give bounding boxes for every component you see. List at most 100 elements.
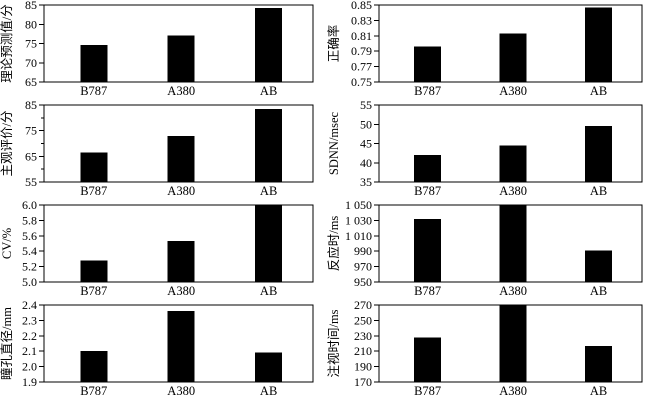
x-category-label: AB	[260, 184, 277, 198]
x-category-label: AB	[590, 284, 607, 298]
x-category-label: AB	[260, 284, 277, 298]
y-tick-label: 2.2	[22, 329, 37, 343]
x-category-label: B787	[80, 184, 107, 198]
bar-A380	[499, 33, 527, 82]
x-category-label: A380	[499, 384, 527, 398]
plot-frame	[378, 104, 643, 183]
y-tick-label: 5.8	[22, 213, 37, 227]
y-tick-label: 85	[25, 0, 37, 12]
y-axis-label: 反应时/ms	[327, 216, 341, 272]
bar-AB	[255, 352, 283, 382]
bar-AB	[255, 108, 283, 182]
cv-percent-chart: CV/% 5.0 5.2 5.4 5.6 5.8 6.0 B787 A380 AB	[0, 198, 327, 300]
accuracy-rate-chart: 正确率 0.75 0.77 0.79 0.81 0.83 0.85 B787 A380 AB	[326, 0, 654, 100]
plot-frame	[43, 104, 314, 183]
fixation-time-chart: 注视时间/ms 170 190 210 230 250 270 B787 A380 AB	[326, 298, 654, 400]
bar-A380	[167, 311, 195, 382]
y-tick-label: 45	[360, 137, 372, 151]
bar-A380	[499, 305, 527, 382]
sdnn-chart: SDNN/msec 35 40 45 50 55 B787 A380 AB	[327, 98, 654, 200]
plot-frame	[43, 4, 314, 83]
y-tick-label: 970	[354, 260, 372, 274]
bar-AB	[585, 250, 613, 282]
y-tick-label: 990	[354, 244, 372, 258]
y-tick-label: 0.81	[351, 29, 372, 43]
plot-frame	[43, 304, 314, 383]
y-tick-label: 80	[25, 17, 37, 31]
y-tick-label: 210	[354, 344, 372, 358]
y-tick-label: 6.0	[22, 200, 37, 212]
bar-B787	[80, 260, 108, 282]
y-axis-label: 正确率	[327, 25, 341, 63]
bar-AB	[585, 126, 613, 182]
x-category-label: B787	[414, 384, 441, 398]
y-tick-label: 0.83	[351, 13, 372, 27]
bar-B787	[80, 351, 108, 382]
bar-A380	[499, 145, 527, 182]
plot-frame	[378, 4, 643, 83]
y-axis-label: 瞳孔直径/mm	[0, 307, 14, 380]
y-axis-label: 注视时间/ms	[327, 309, 341, 377]
y-tick-label: 1.9	[22, 375, 37, 389]
y-tick-label: 2.3	[22, 313, 37, 327]
x-category-label: AB	[590, 84, 607, 98]
y-tick-label: 35	[360, 175, 372, 189]
y-axis-label: 理论预测值/分	[0, 4, 14, 82]
y-tick-label: 55	[25, 175, 37, 189]
bar-B787	[80, 45, 108, 82]
x-category-label: A380	[499, 84, 527, 98]
pupil-diameter-chart: 瞳孔直径/mm 1.9 2.0 2.1 2.2 2.3 2.4 B787 A380 AB	[0, 298, 327, 400]
y-tick-label: 2.1	[22, 344, 37, 358]
y-tick-label: 55	[360, 100, 372, 112]
y-tick-label: 0.85	[351, 0, 372, 12]
y-tick-label: 0.75	[351, 75, 372, 89]
y-tick-label: 75	[25, 37, 37, 51]
y-tick-label: 2.4	[22, 300, 37, 312]
bar-B787	[414, 46, 442, 82]
x-category-label: A380	[167, 384, 195, 398]
bar-B787	[414, 337, 442, 382]
y-tick-label: 950	[354, 275, 372, 289]
y-tick-label: 5.4	[22, 244, 37, 258]
x-category-label: A380	[167, 284, 195, 298]
plot-frame	[43, 204, 314, 283]
y-axis-label: 主观评价/分	[0, 111, 14, 177]
y-tick-label: 270	[354, 300, 372, 312]
chart-canvas: 理论预测值/分 65 70 75 80 85 B787 A380 AB	[0, 0, 314, 98]
subjective-evaluation-score-chart: 主观评价/分 55 65 75 85 B787 A380 AB	[0, 98, 327, 200]
bar-AB	[255, 8, 283, 82]
y-tick-label: 170	[354, 375, 372, 389]
y-tick-label: 5.6	[22, 229, 37, 243]
bar-B787	[414, 155, 442, 182]
theoretical-prediction-score-chart: 理论预测值/分 65 70 75 80 85 B787 A380 AB	[0, 0, 327, 100]
bar-AB	[585, 345, 613, 382]
x-category-label: B787	[80, 384, 107, 398]
bar-A380	[499, 205, 527, 282]
y-tick-label: 50	[360, 117, 372, 131]
plot-frame	[378, 304, 643, 383]
y-tick-label: 65	[25, 75, 37, 89]
bar-A380	[167, 135, 195, 182]
x-category-label: AB	[260, 384, 277, 398]
bar-AB	[255, 205, 283, 282]
chart-canvas: CV/% 5.05.2 5.45.6 5.86.0 B787 A380 AB	[0, 198, 314, 298]
x-category-label: B787	[80, 84, 107, 98]
y-tick-label: 85	[25, 100, 37, 112]
chart-canvas: 主观评价/分 55 65 75 85 B787 A380 AB	[0, 98, 314, 198]
x-category-label: A380	[499, 184, 527, 198]
y-tick-label: 190	[354, 360, 372, 374]
y-tick-label: 40	[360, 156, 372, 170]
chart-canvas: 正确率 0.750.77 0.790.81 0.830.85 B787 A380 AB	[326, 0, 643, 98]
bar-B787	[80, 152, 108, 182]
x-category-label: AB	[590, 184, 607, 198]
x-category-label: A380	[499, 284, 527, 298]
y-tick-label: 230	[354, 329, 372, 343]
y-axis-label: SDNN/msec	[327, 111, 341, 175]
x-category-label: AB	[260, 84, 277, 98]
x-category-label: A380	[167, 184, 195, 198]
x-category-label: B787	[80, 284, 107, 298]
y-tick-label: 250	[354, 313, 372, 327]
y-tick-label: 65	[25, 149, 37, 163]
